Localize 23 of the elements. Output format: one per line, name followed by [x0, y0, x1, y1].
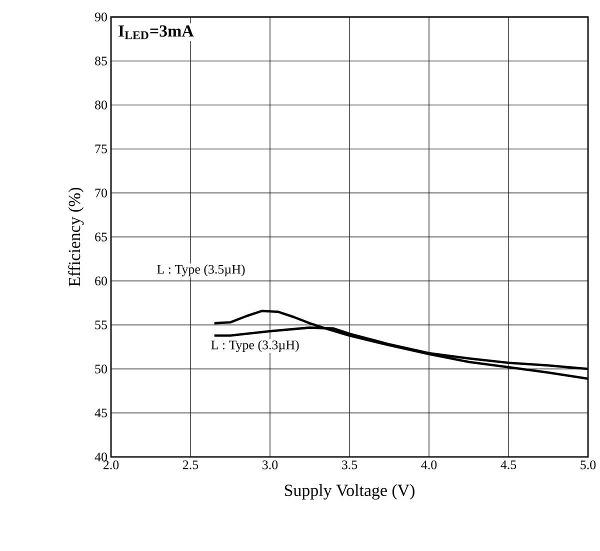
annotation: I$_{LED}$=3mA	[118, 25, 194, 40]
x-tick-label: 2.5	[182, 460, 198, 470]
y-tick-label: 40	[94, 452, 107, 462]
y-tick-label: 80	[95, 100, 107, 110]
x-tick-label: 4.5	[500, 460, 516, 470]
series-label: L : Type (3.3µH)	[211, 340, 299, 352]
x-tick-label: 3.5	[342, 460, 358, 470]
y-tick-label: 45	[94, 408, 107, 418]
y-tick-label: 65	[95, 232, 107, 242]
y-tick-label: 50	[95, 364, 107, 374]
text: L : Type (3.5µH)	[157, 264, 245, 276]
x-tick-label: 4.0	[421, 460, 437, 470]
x-tick-label: 2.0	[103, 460, 119, 470]
x-axis-title: Supply Voltage (V)	[284, 484, 414, 500]
y-tick-label: 70	[95, 188, 107, 198]
x-tick-label: 5.0	[580, 460, 596, 470]
y-tick-label: 55	[95, 320, 107, 330]
y-tick-label: 60	[95, 276, 107, 286]
x-tick-label: 3.0	[262, 460, 278, 470]
y-tick-label: 75	[95, 144, 107, 154]
y-tick-label: 90	[94, 12, 107, 22]
y-axis-title: Efficiency (%)	[68, 188, 84, 286]
y-tick-label: 85	[95, 56, 107, 66]
